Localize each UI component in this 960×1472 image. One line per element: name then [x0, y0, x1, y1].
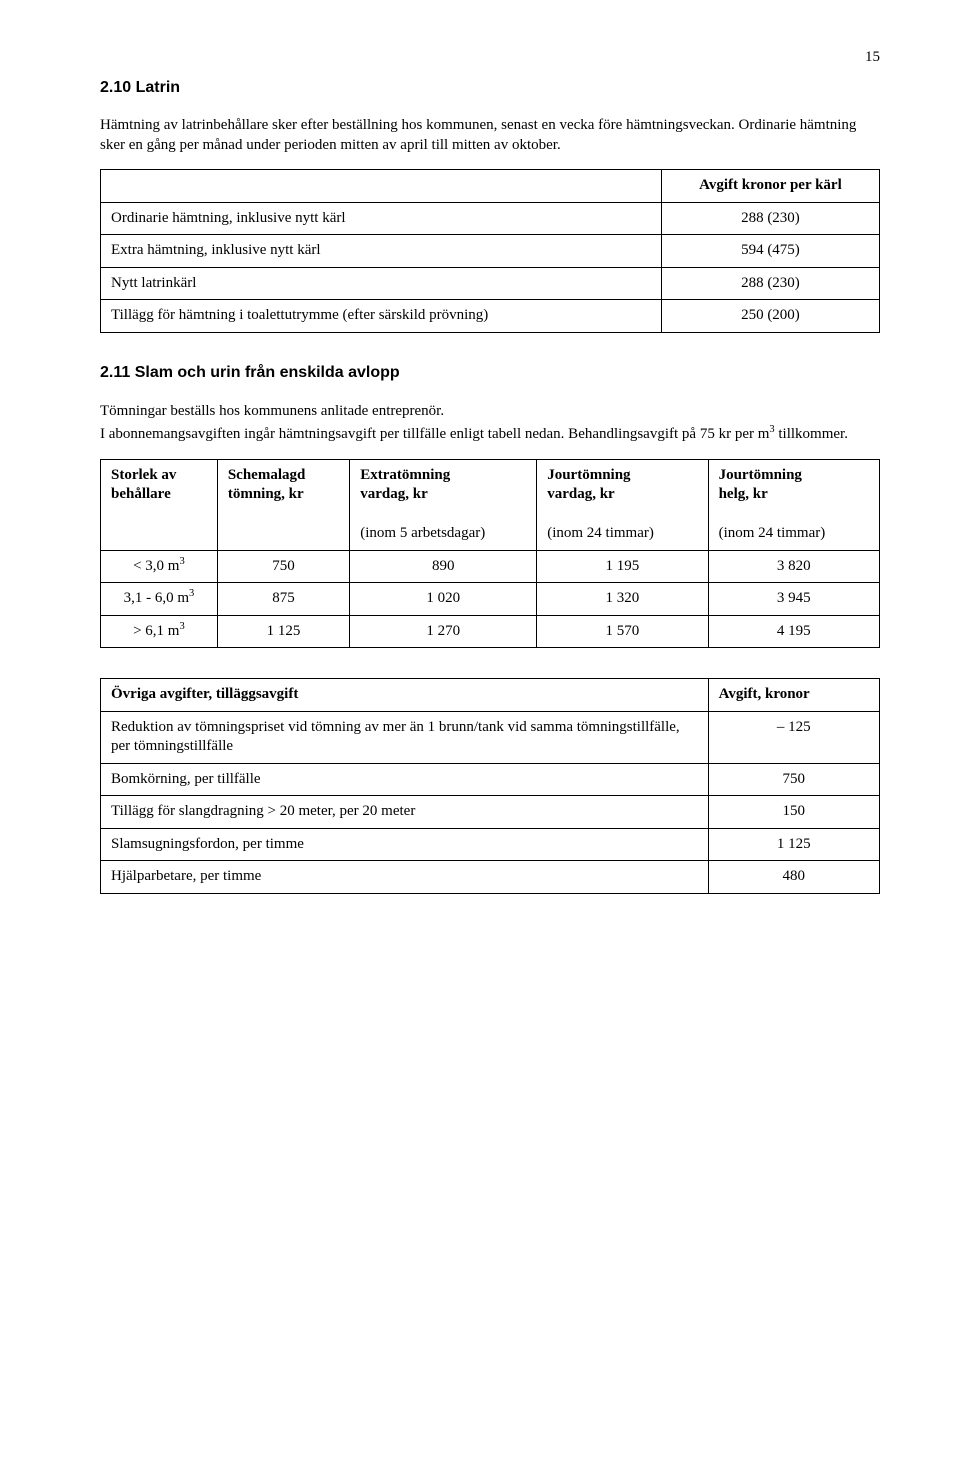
- cell-value: 594 (475): [661, 235, 879, 268]
- table-row: Reduktion av tömningspriset vid tömning …: [101, 711, 880, 763]
- text: tömning, kr: [228, 486, 304, 502]
- table-row: > 6,1 m3 1 125 1 270 1 570 4 195: [101, 615, 880, 648]
- text: I abonnemangsavgiften ingår hämtningsavg…: [100, 426, 769, 442]
- cell-label: Slamsugningsfordon, per timme: [101, 828, 709, 861]
- table-row: < 3,0 m3 750 890 1 195 3 820: [101, 550, 880, 583]
- text: tillkommer.: [775, 426, 848, 442]
- cell-empty: [101, 170, 662, 203]
- paragraph-2-10: Hämtning av latrinbehållare sker efter b…: [100, 116, 880, 155]
- cell-size: > 6,1 m3: [101, 615, 218, 648]
- cell-value: 1 125: [217, 615, 349, 648]
- cell-value: 750: [708, 763, 879, 796]
- table-row: Storlek av behållare Schemalagd tömning,…: [101, 459, 880, 550]
- table-row: Avgift kronor per kärl: [101, 170, 880, 203]
- text: > 6,1 m: [133, 623, 179, 639]
- text: (inom 24 timmar): [719, 525, 826, 541]
- cell-value: 3 820: [708, 550, 879, 583]
- text: Storlek av: [111, 467, 176, 483]
- cell-value: 1 020: [350, 583, 537, 616]
- cell-value: 1 125: [708, 828, 879, 861]
- text: behållare: [111, 486, 171, 502]
- cell-label: Bomkörning, per tillfälle: [101, 763, 709, 796]
- text: Extratömning: [360, 467, 450, 483]
- table-row: Ordinarie hämtning, inklusive nytt kärl …: [101, 202, 880, 235]
- table-row: Extra hämtning, inklusive nytt kärl 594 …: [101, 235, 880, 268]
- cell-label: Tillägg för hämtning i toalettutrymme (e…: [101, 300, 662, 333]
- cell-label: Hjälparbetare, per timme: [101, 861, 709, 894]
- col-header-extra: Extratömning vardag, kr (inom 5 arbetsda…: [350, 459, 537, 550]
- text: (inom 24 timmar): [547, 525, 654, 541]
- text: Schemalagd: [228, 467, 306, 483]
- cell-value: 288 (230): [661, 202, 879, 235]
- cell-value: 875: [217, 583, 349, 616]
- cell-value: 4 195: [708, 615, 879, 648]
- table-slam-prices: Storlek av behållare Schemalagd tömning,…: [100, 459, 880, 649]
- table-other-fees: Övriga avgifter, tilläggsavgift Avgift, …: [100, 678, 880, 894]
- text: Jourtömning: [547, 467, 630, 483]
- cell-value: 250 (200): [661, 300, 879, 333]
- cell-size: 3,1 - 6,0 m3: [101, 583, 218, 616]
- col-header-size: Storlek av behållare: [101, 459, 218, 550]
- page-number: 15: [100, 48, 880, 68]
- cell-label: Ordinarie hämtning, inklusive nytt kärl: [101, 202, 662, 235]
- cell-size: < 3,0 m3: [101, 550, 218, 583]
- text: vardag, kr: [360, 486, 428, 502]
- text: helg, kr: [719, 486, 768, 502]
- cell-label: Reduktion av tömningspriset vid tömning …: [101, 711, 709, 763]
- cell-value: 1 320: [537, 583, 708, 616]
- text: Jourtömning: [719, 467, 802, 483]
- table-row: 3,1 - 6,0 m3 875 1 020 1 320 3 945: [101, 583, 880, 616]
- table-latrin-fees: Avgift kronor per kärl Ordinarie hämtnin…: [100, 169, 880, 333]
- cell-label: Tillägg för slangdragning > 20 meter, pe…: [101, 796, 709, 829]
- cell-label: Extra hämtning, inklusive nytt kärl: [101, 235, 662, 268]
- cell-value: 750: [217, 550, 349, 583]
- cell-value: 1 195: [537, 550, 708, 583]
- col-header-jour-weekend: Jourtömning helg, kr (inom 24 timmar): [708, 459, 879, 550]
- text: < 3,0 m: [133, 558, 179, 574]
- cell-value: – 125: [708, 711, 879, 763]
- superscript: 3: [179, 556, 184, 567]
- text: vardag, kr: [547, 486, 615, 502]
- paragraph-2-11-a: Tömningar beställs hos kommunens anlitad…: [100, 402, 880, 422]
- table-row: Hjälparbetare, per timme 480: [101, 861, 880, 894]
- col-header-amount: Avgift, kronor: [708, 679, 879, 712]
- superscript: 3: [179, 621, 184, 632]
- table-row: Övriga avgifter, tilläggsavgift Avgift, …: [101, 679, 880, 712]
- table-row: Bomkörning, per tillfälle 750: [101, 763, 880, 796]
- col-header-other: Övriga avgifter, tilläggsavgift: [101, 679, 709, 712]
- cell-value: 1 270: [350, 615, 537, 648]
- cell-value: 1 570: [537, 615, 708, 648]
- cell-value: 480: [708, 861, 879, 894]
- col-header-scheduled: Schemalagd tömning, kr: [217, 459, 349, 550]
- superscript: 3: [189, 588, 194, 599]
- cell-value: 288 (230): [661, 267, 879, 300]
- col-header-fee: Avgift kronor per kärl: [661, 170, 879, 203]
- cell-value: 890: [350, 550, 537, 583]
- table-row: Nytt latrinkärl 288 (230): [101, 267, 880, 300]
- cell-value: 150: [708, 796, 879, 829]
- heading-2-10: 2.10 Latrin: [100, 78, 880, 99]
- table-row: Tillägg för hämtning i toalettutrymme (e…: [101, 300, 880, 333]
- heading-2-11: 2.11 Slam och urin från enskilda avlopp: [100, 363, 880, 384]
- paragraph-2-11-b: I abonnemangsavgiften ingår hämtningsavg…: [100, 425, 880, 445]
- text: (inom 5 arbetsdagar): [360, 525, 485, 541]
- cell-label: Nytt latrinkärl: [101, 267, 662, 300]
- cell-value: 3 945: [708, 583, 879, 616]
- table-row: Tillägg för slangdragning > 20 meter, pe…: [101, 796, 880, 829]
- text: 3,1 - 6,0 m: [124, 590, 189, 606]
- table-row: Slamsugningsfordon, per timme 1 125: [101, 828, 880, 861]
- col-header-jour-weekday: Jourtömning vardag, kr (inom 24 timmar): [537, 459, 708, 550]
